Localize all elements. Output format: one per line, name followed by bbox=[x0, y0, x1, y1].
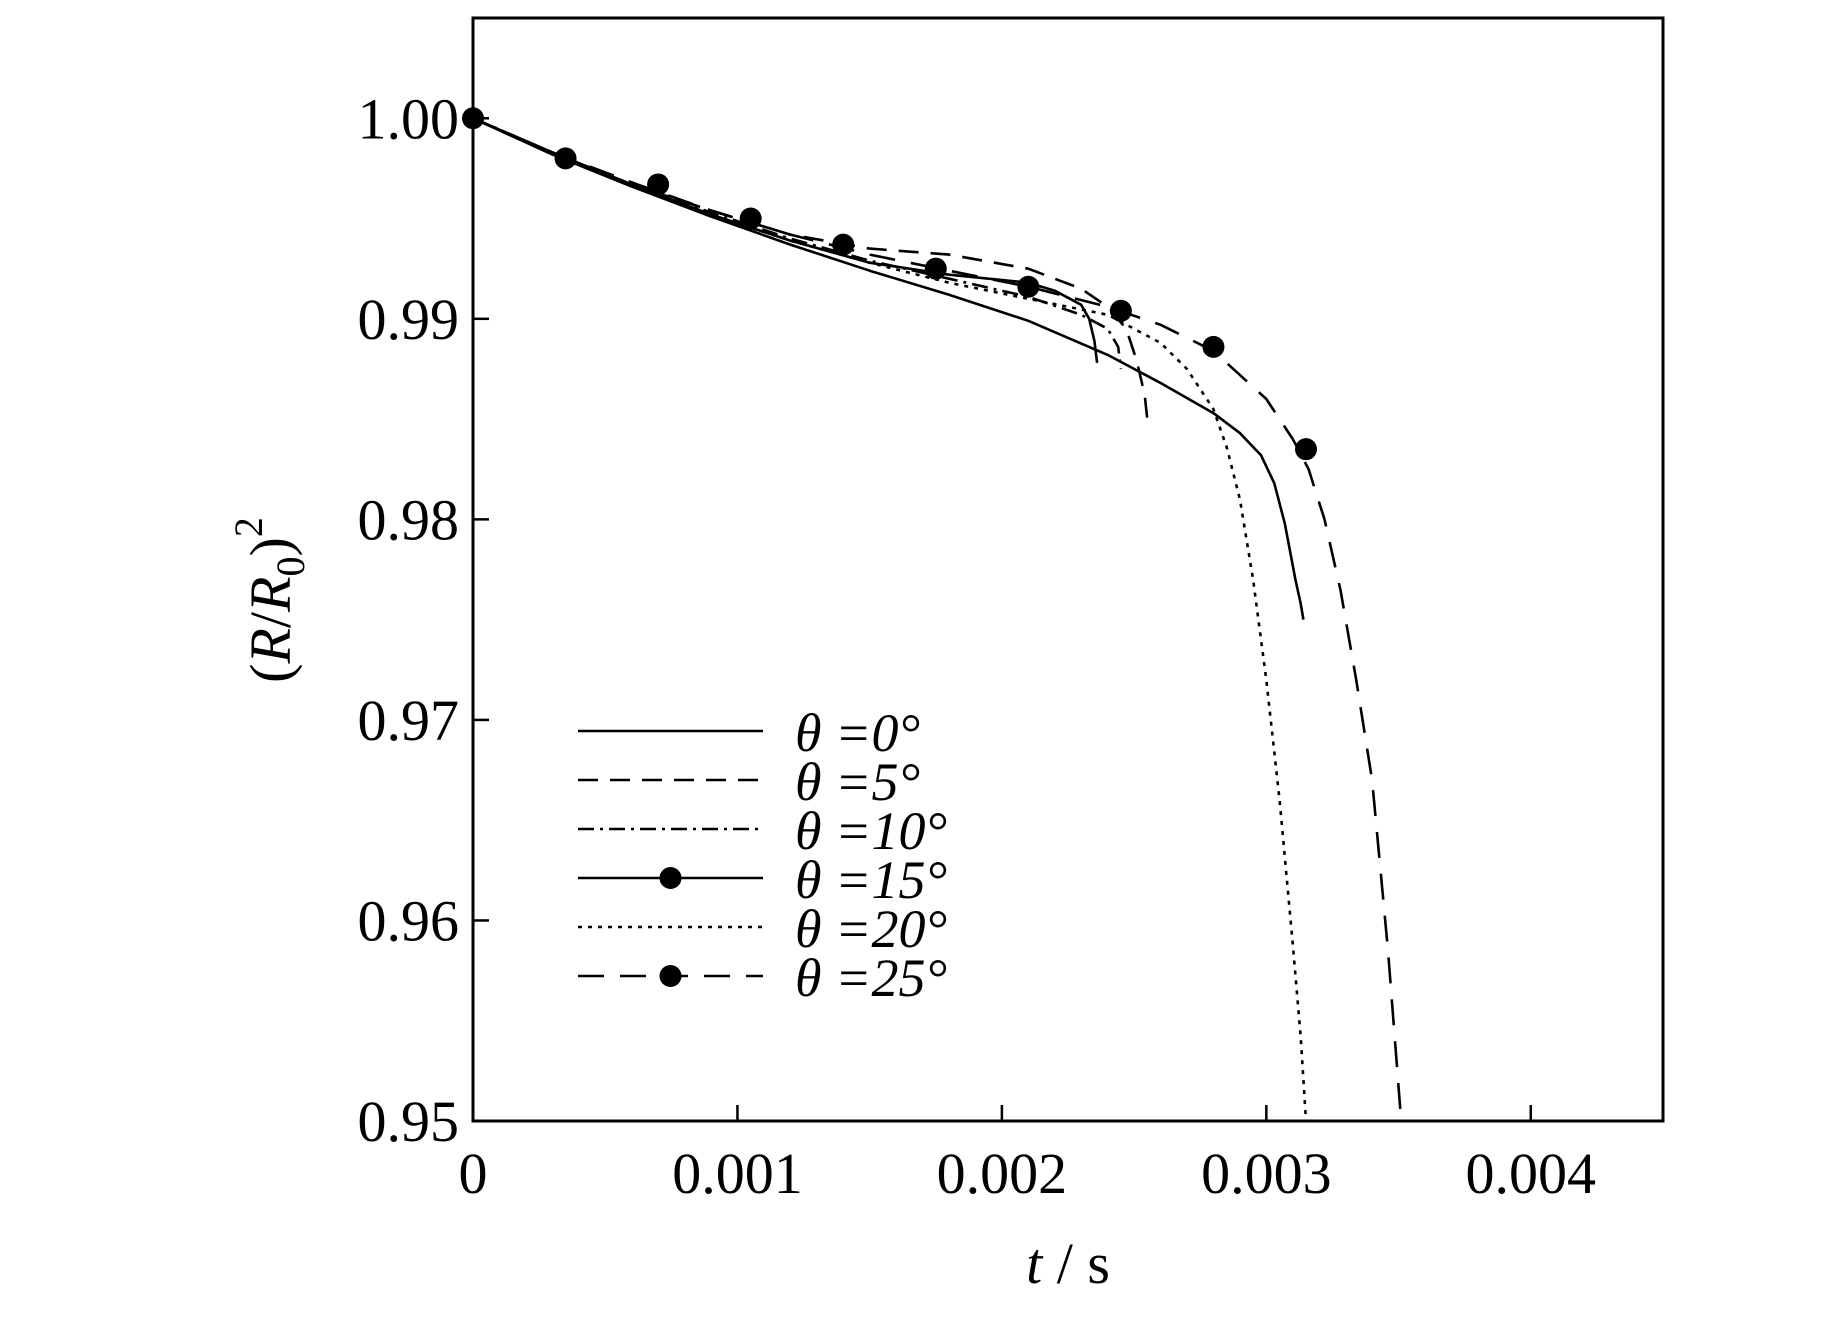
plot-frame bbox=[471, 16, 1665, 1123]
x-tick-label: 0 bbox=[459, 1141, 488, 1206]
legend-label: θ =25° bbox=[795, 948, 947, 1008]
legend-item-1: θ =5° bbox=[578, 752, 920, 812]
series-group-4 bbox=[472, 117, 1308, 1122]
y-tick-label: 0.96 bbox=[358, 888, 460, 953]
legend-label: θ =20° bbox=[795, 899, 947, 959]
legend-marker bbox=[659, 867, 682, 889]
legend-label: θ =0° bbox=[795, 703, 920, 763]
x-tick-label: 0.003 bbox=[1201, 1141, 1332, 1206]
legend-item-3: θ =15° bbox=[578, 850, 947, 910]
y-tick-label: 0.98 bbox=[358, 487, 460, 552]
series-5-point bbox=[1295, 438, 1317, 461]
series-line-4 bbox=[472, 117, 1308, 1122]
legend-label: θ =10° bbox=[795, 801, 947, 861]
series-group-3 bbox=[462, 107, 1099, 364]
series-line-5 bbox=[472, 117, 1403, 1122]
legend-item-2: θ =10° bbox=[578, 801, 947, 861]
y-tick-label: 0.97 bbox=[358, 688, 460, 753]
legend-marker bbox=[659, 965, 682, 987]
x-axis-label: t / s bbox=[1026, 1231, 1110, 1296]
legend-item-4: θ =20° bbox=[578, 899, 947, 959]
x-tick-label: 0.001 bbox=[672, 1141, 803, 1206]
legend: θ =0°θ =5°θ =10°θ =15°θ =20°θ =25° bbox=[578, 703, 947, 1008]
legend-item-0: θ =0° bbox=[578, 703, 920, 763]
y-tick-label: 1.00 bbox=[358, 86, 460, 151]
y-tick-label: 0.99 bbox=[358, 287, 460, 352]
series-group bbox=[462, 107, 1403, 1122]
x-tick-label: 0.004 bbox=[1466, 1141, 1597, 1206]
series-5-point bbox=[1109, 299, 1132, 322]
x-tick-label: 0.002 bbox=[937, 1141, 1068, 1206]
series-3-point bbox=[832, 233, 855, 256]
series-3-point bbox=[462, 107, 484, 130]
legend-item-5: θ =25° bbox=[578, 948, 947, 1008]
series-line-0 bbox=[472, 117, 1305, 620]
legend-label: θ =5° bbox=[795, 752, 920, 812]
series-3-point bbox=[1017, 275, 1040, 298]
series-5-point bbox=[1202, 335, 1225, 358]
series-group-0 bbox=[472, 117, 1305, 620]
axis-ticks: 0 0.001 0.002 0.003 0.004 0.95 0.96 0.97 0.98 0.9… bbox=[358, 86, 1597, 1206]
y-axis-label: (R/R0)2 bbox=[226, 517, 313, 683]
y-tick-label: 0.95 bbox=[358, 1089, 460, 1154]
series-group-5 bbox=[472, 117, 1403, 1122]
legend-label: θ =15° bbox=[795, 850, 947, 910]
